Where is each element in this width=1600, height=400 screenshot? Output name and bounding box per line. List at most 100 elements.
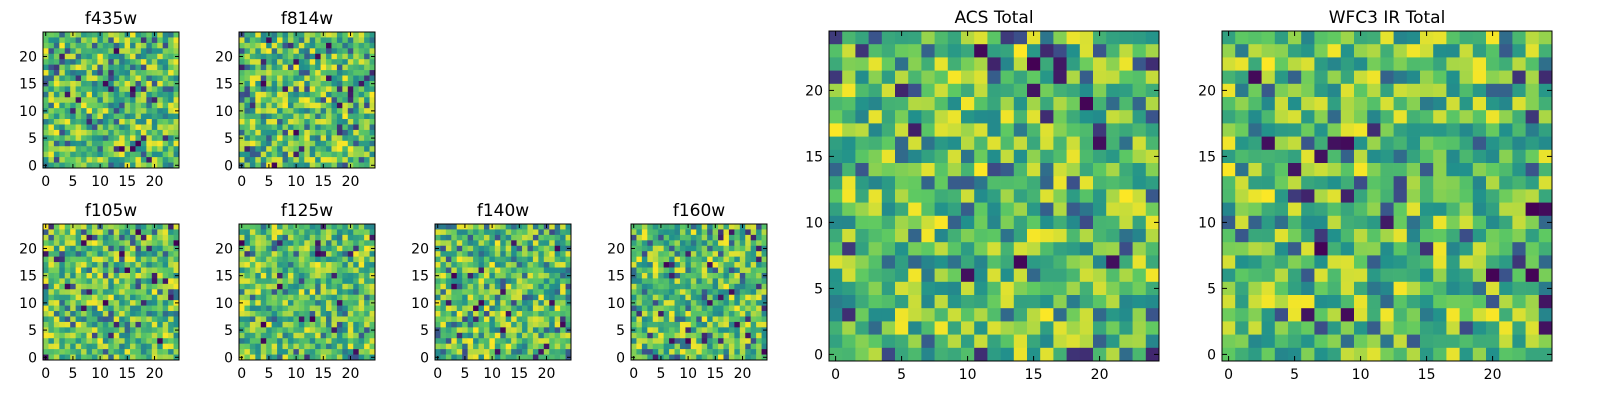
heatmap-cell bbox=[135, 140, 142, 147]
heatmap-cell bbox=[734, 224, 741, 230]
heatmap-cell bbox=[532, 224, 539, 230]
heatmap-cell bbox=[271, 75, 278, 82]
heatmap-cell bbox=[631, 294, 637, 301]
heatmap-cell bbox=[868, 334, 883, 349]
heatmap-cell bbox=[369, 256, 376, 263]
heatmap-cell bbox=[1288, 176, 1302, 190]
x-tick-label: 20 bbox=[342, 366, 360, 382]
heatmap-cell bbox=[64, 140, 71, 147]
heatmap-cell bbox=[1040, 83, 1054, 98]
heatmap-cell bbox=[1132, 242, 1147, 256]
heatmap-cell bbox=[287, 354, 294, 361]
heatmap-cell bbox=[855, 295, 869, 309]
heatmap-cell bbox=[500, 321, 507, 328]
heatmap-cell bbox=[456, 272, 463, 279]
heatmap-cell bbox=[1380, 57, 1394, 71]
heatmap-cell bbox=[723, 311, 730, 317]
heatmap-cell bbox=[347, 267, 354, 274]
heatmap-cell bbox=[723, 321, 730, 328]
heatmap-cell bbox=[685, 283, 692, 290]
heatmap-cell bbox=[1053, 281, 1067, 296]
heatmap-cell bbox=[162, 262, 169, 268]
heatmap-cell bbox=[298, 234, 305, 241]
heatmap-cells bbox=[239, 32, 376, 169]
heatmap-cell bbox=[522, 305, 528, 312]
heatmap-cell bbox=[358, 321, 365, 328]
heatmap-cell bbox=[43, 97, 49, 104]
heatmap-cell bbox=[712, 278, 719, 285]
heatmap-cell bbox=[1000, 44, 1015, 58]
heatmap-cell bbox=[364, 311, 370, 317]
heatmap-cell bbox=[1327, 149, 1342, 164]
heatmap-cell bbox=[908, 123, 922, 137]
heatmap-cell bbox=[124, 240, 131, 247]
heatmap-cell bbox=[543, 321, 550, 328]
heatmap-cell bbox=[64, 338, 71, 345]
heatmap-cell bbox=[336, 251, 343, 257]
heatmap-cell bbox=[173, 151, 180, 158]
heatmap-cell bbox=[353, 124, 360, 131]
heatmap-cell bbox=[364, 119, 370, 125]
heatmap-cell bbox=[494, 311, 501, 317]
heatmap-cell bbox=[326, 37, 332, 44]
heatmap-cell bbox=[97, 294, 104, 301]
heatmap-cell bbox=[102, 224, 109, 230]
heatmap-cell bbox=[974, 281, 988, 296]
heatmap-cell bbox=[119, 140, 125, 147]
heatmap-cell bbox=[113, 224, 120, 230]
heatmap-cell bbox=[364, 102, 370, 109]
heatmap-cell bbox=[277, 97, 283, 104]
heatmap-cell bbox=[130, 267, 136, 274]
heatmap-cell bbox=[1013, 70, 1028, 85]
heatmap-cell bbox=[64, 162, 71, 169]
heatmap-cell bbox=[440, 262, 447, 268]
heatmap-cell bbox=[1145, 295, 1160, 309]
heatmap-cell bbox=[473, 245, 479, 252]
heatmap-cell bbox=[1393, 31, 1408, 45]
heatmap-cell bbox=[358, 86, 365, 93]
heatmap-cell bbox=[636, 289, 643, 296]
heatmap-cell bbox=[1248, 202, 1262, 217]
heatmap-cell bbox=[353, 113, 360, 120]
heatmap-cell bbox=[987, 44, 1001, 58]
heatmap-cell bbox=[260, 80, 267, 87]
heatmap-cell bbox=[282, 129, 289, 136]
heatmap-cell bbox=[124, 349, 131, 355]
heatmap-cell bbox=[1538, 31, 1553, 45]
heatmap-cell bbox=[140, 64, 147, 71]
heatmap-cell bbox=[86, 53, 93, 60]
heatmap-cell bbox=[140, 32, 147, 38]
heatmap-cell bbox=[113, 32, 120, 38]
heatmap-cell bbox=[157, 42, 164, 49]
heatmap-cell bbox=[124, 256, 131, 263]
heatmap-cell bbox=[249, 267, 256, 274]
heatmap-cell bbox=[331, 343, 338, 350]
heatmap-cell bbox=[135, 256, 142, 263]
heatmap-cell bbox=[124, 272, 131, 279]
heatmap-cell bbox=[102, 289, 109, 296]
heatmap-cell bbox=[304, 113, 311, 120]
heatmap-cell bbox=[48, 119, 55, 125]
heatmap-cell bbox=[658, 327, 664, 334]
heatmap-cell bbox=[331, 135, 338, 142]
heatmap-cell bbox=[947, 202, 962, 217]
heatmap-cell bbox=[745, 305, 752, 312]
heatmap-cell bbox=[239, 157, 245, 163]
heatmap-cell bbox=[565, 262, 572, 268]
heatmap-cell bbox=[511, 278, 517, 285]
heatmap-cell bbox=[59, 332, 66, 339]
heatmap-cell bbox=[761, 229, 768, 236]
heatmap-cell bbox=[358, 119, 365, 125]
heatmap-cell bbox=[440, 224, 447, 230]
heatmap-cell bbox=[277, 278, 283, 285]
heatmap-cell bbox=[1261, 136, 1276, 151]
heatmap-cell bbox=[723, 245, 730, 252]
heatmap-cell bbox=[881, 215, 896, 230]
heatmap-cell bbox=[494, 262, 501, 268]
heatmap-cell bbox=[266, 75, 272, 82]
heatmap-cell bbox=[663, 229, 670, 236]
heatmap-cell bbox=[538, 349, 545, 355]
heatmap-cell bbox=[358, 124, 365, 131]
heatmap-cell bbox=[538, 343, 545, 350]
heatmap-cell bbox=[309, 338, 316, 345]
